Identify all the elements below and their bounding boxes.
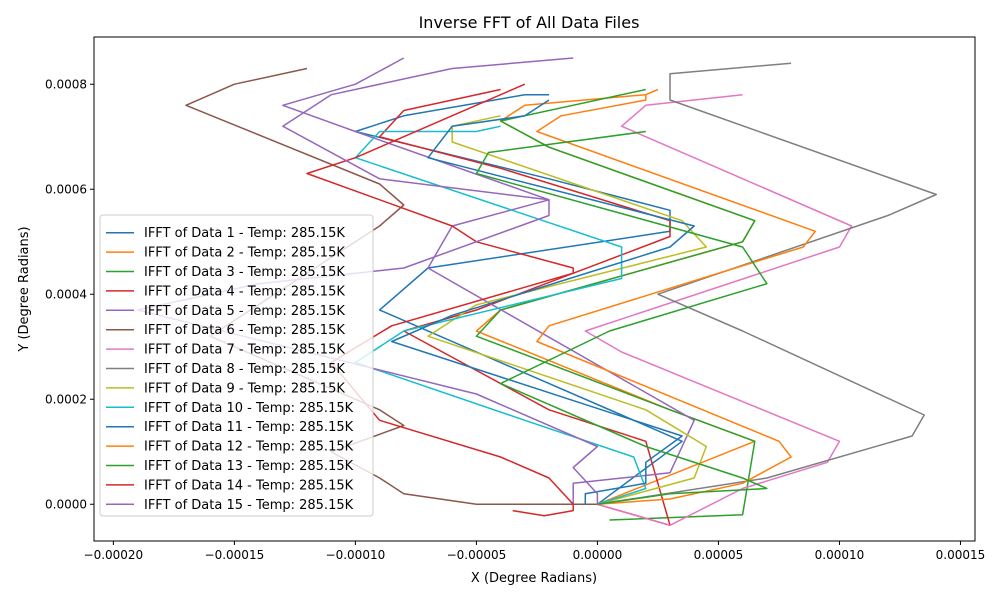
y-tick-label: 0.0004	[45, 287, 87, 301]
legend-box	[99, 214, 374, 517]
legend: IFFT of Data 1 - Temp: 285.15K IFFT of Da…	[99, 214, 374, 517]
ticks-layer: −0.00020 −0.00015 −0.00010 −0.00005 0.00000 0…	[45, 77, 985, 562]
series-line-8	[597, 62, 938, 506]
y-tick-label: 0.0002	[45, 392, 87, 406]
series-line-10	[354, 125, 647, 506]
series-line-7	[584, 93, 853, 527]
x-tick-label: −0.00010	[326, 548, 386, 562]
x-tick-label: 0.00000	[573, 548, 623, 562]
y-tick-label: 0.0008	[45, 77, 87, 91]
x-tick-label: −0.00005	[447, 548, 507, 562]
y-tick-label: 0.0006	[45, 182, 87, 196]
legend-label-5: IFFT of Data 5 - Temp: 285.15K	[144, 304, 345, 319]
legend-label-2: IFFT of Data 2 - Temp: 285.15K	[144, 246, 345, 261]
x-tick-label: −0.00020	[84, 548, 144, 562]
x-tick-label: 0.00015	[936, 548, 986, 562]
y-axis-label: Y (Degree Radians)	[17, 226, 32, 352]
chart-title: Inverse FFT of All Data Files	[419, 13, 640, 32]
y-tick-label: 0.0000	[45, 497, 87, 511]
x-axis-label: X (Degree Radians)	[471, 571, 597, 586]
legend-label-10: IFFT of Data 10 - Temp: 285.15K	[144, 401, 354, 416]
legend-label-3: IFFT of Data 3 - Temp: 285.15K	[144, 265, 345, 280]
legend-label-12: IFFT of Data 12 - Temp: 285.15K	[144, 440, 354, 455]
series-line-15	[136, 57, 599, 505]
legend-label-7: IFFT of Data 7 - Temp: 285.15K	[144, 343, 345, 358]
legend-label-11: IFFT of Data 11 - Temp: 285.15K	[144, 420, 354, 435]
series-line-11	[390, 99, 695, 505]
series-line-9	[427, 115, 708, 506]
series-line-12	[536, 94, 817, 506]
x-tick-label: 0.00010	[815, 548, 865, 562]
legend-label-9: IFFT of Data 9 - Temp: 285.15K	[144, 381, 345, 396]
legend-label-1: IFFT of Data 1 - Temp: 285.15K	[144, 226, 345, 241]
plot-frame	[93, 36, 976, 542]
legend-label-13: IFFT of Data 13 - Temp: 285.15K	[144, 459, 354, 474]
legend-label-4: IFFT of Data 4 - Temp: 285.15K	[144, 284, 345, 299]
series-line-13	[475, 130, 768, 506]
legend-label-15: IFFT of Data 15 - Temp: 285.15K	[144, 498, 354, 513]
legend-label-8: IFFT of Data 8 - Temp: 285.15K	[144, 362, 345, 377]
x-tick-label: −0.00015	[205, 548, 265, 562]
legend-label-14: IFFT of Data 14 - Temp: 285.15K	[144, 478, 354, 493]
x-tick-label: 0.00005	[694, 548, 744, 562]
legend-label-6: IFFT of Data 6 - Temp: 285.15K	[144, 323, 345, 338]
